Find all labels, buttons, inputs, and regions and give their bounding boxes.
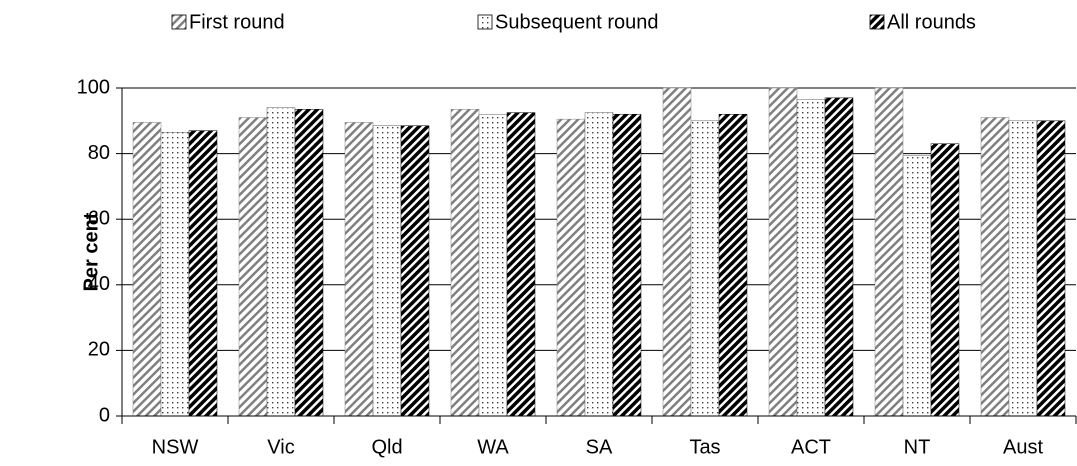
legend-label: Subsequent round bbox=[495, 11, 658, 33]
x-tick-label: Tas bbox=[689, 436, 720, 458]
bar bbox=[188, 130, 218, 417]
bar bbox=[344, 122, 374, 417]
x-tick-label: Vic bbox=[267, 436, 294, 458]
x-tick-label: ACT bbox=[791, 436, 831, 458]
bar bbox=[584, 112, 614, 417]
bar bbox=[372, 125, 402, 417]
y-tick-label: 0 bbox=[99, 404, 110, 426]
y-tick-label: 20 bbox=[88, 339, 110, 361]
legend-label: All rounds bbox=[887, 11, 976, 33]
legend-swatch bbox=[171, 14, 187, 30]
x-tick-label: WA bbox=[477, 436, 509, 458]
bar bbox=[400, 125, 430, 417]
y-tick-label: 80 bbox=[88, 142, 110, 164]
y-tick-label: 40 bbox=[88, 273, 110, 295]
legend-swatch bbox=[869, 14, 885, 30]
y-tick-label: 100 bbox=[77, 76, 110, 98]
bar bbox=[612, 113, 642, 417]
bar bbox=[238, 117, 268, 417]
bar bbox=[1036, 120, 1066, 417]
bar bbox=[902, 154, 932, 417]
bar bbox=[690, 120, 720, 417]
bar bbox=[1008, 120, 1038, 417]
y-tick-label: 60 bbox=[88, 207, 110, 229]
bar bbox=[506, 112, 536, 417]
bar bbox=[980, 117, 1010, 417]
bar bbox=[294, 109, 324, 417]
bar bbox=[874, 87, 904, 417]
bar bbox=[796, 99, 826, 417]
bar bbox=[266, 107, 296, 417]
bar bbox=[930, 143, 960, 417]
bar bbox=[450, 109, 480, 417]
bar bbox=[718, 113, 748, 417]
bar bbox=[662, 87, 692, 417]
x-tick-label: SA bbox=[586, 436, 613, 458]
legend-label: First round bbox=[189, 11, 285, 33]
x-tick-label: NSW bbox=[152, 436, 199, 458]
bar bbox=[556, 118, 586, 417]
bar bbox=[160, 132, 190, 417]
x-tick-label: Qld bbox=[371, 436, 402, 458]
bar bbox=[478, 113, 508, 417]
x-tick-label: NT bbox=[904, 436, 931, 458]
bar bbox=[768, 87, 798, 417]
y-axis-title: Per cent bbox=[80, 212, 102, 291]
legend-swatch bbox=[477, 14, 493, 30]
bar bbox=[132, 122, 162, 417]
x-tick-label: Aust bbox=[1003, 436, 1043, 458]
bar bbox=[824, 97, 854, 417]
